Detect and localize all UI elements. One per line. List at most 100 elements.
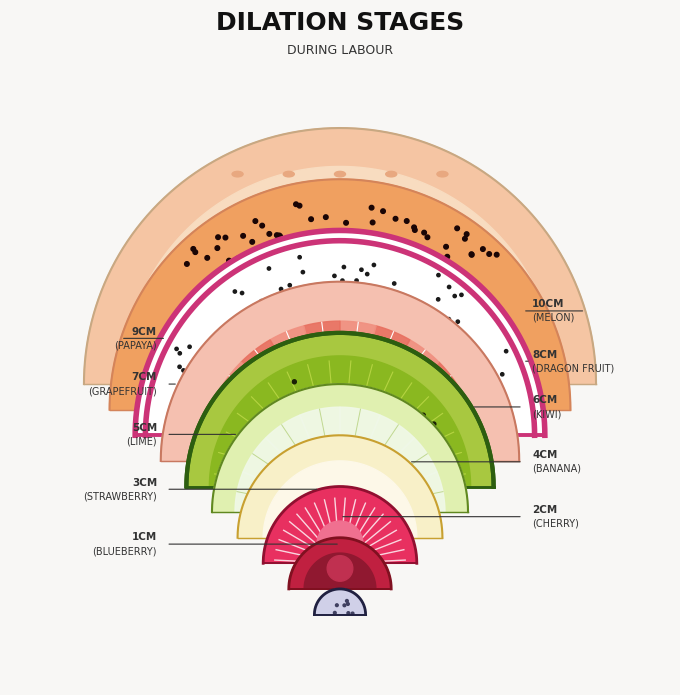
Circle shape [317,521,363,567]
Circle shape [358,326,362,329]
Circle shape [405,219,409,223]
Circle shape [413,228,417,232]
Polygon shape [340,415,414,512]
Polygon shape [186,333,494,486]
Polygon shape [270,326,340,461]
Circle shape [327,555,353,581]
Circle shape [361,322,364,325]
Circle shape [466,374,469,377]
Circle shape [469,252,474,256]
Circle shape [286,414,290,418]
Circle shape [294,306,298,309]
Text: 9CM: 9CM [132,327,157,336]
Circle shape [473,363,476,367]
Circle shape [306,404,310,409]
Circle shape [369,425,371,428]
Circle shape [362,332,365,336]
Circle shape [446,357,449,360]
Circle shape [271,244,275,248]
Polygon shape [241,340,340,461]
Circle shape [364,284,367,287]
Circle shape [359,409,362,412]
Circle shape [374,259,378,264]
Circle shape [188,345,191,348]
Circle shape [422,230,426,235]
Circle shape [481,373,484,375]
Circle shape [302,250,307,255]
Text: 3CM: 3CM [132,477,157,488]
Circle shape [437,273,440,277]
Circle shape [397,474,401,478]
Circle shape [280,426,284,430]
Circle shape [215,246,220,250]
Polygon shape [289,538,391,589]
Circle shape [423,470,427,474]
Circle shape [277,401,281,404]
Circle shape [341,279,344,282]
Circle shape [251,331,254,334]
Circle shape [173,423,176,426]
Circle shape [226,259,231,263]
Circle shape [301,270,305,274]
Circle shape [379,428,382,431]
Circle shape [235,256,239,261]
Circle shape [375,336,378,339]
Circle shape [333,612,336,614]
Circle shape [241,234,245,238]
Circle shape [223,236,228,240]
Polygon shape [84,128,596,384]
Circle shape [365,436,369,439]
Polygon shape [135,231,545,435]
Circle shape [396,458,400,462]
Polygon shape [340,438,437,512]
Circle shape [299,400,302,404]
Polygon shape [340,391,475,461]
Text: (MELON): (MELON) [532,313,575,323]
Circle shape [421,414,425,417]
Circle shape [470,354,473,357]
Circle shape [283,265,288,269]
Circle shape [406,412,409,416]
Circle shape [243,361,246,364]
Circle shape [338,390,341,393]
Circle shape [487,252,492,256]
Text: 10CM: 10CM [532,300,564,309]
Polygon shape [122,166,558,384]
Circle shape [415,377,419,381]
Polygon shape [266,415,340,512]
Circle shape [341,396,345,400]
Circle shape [445,254,449,259]
Circle shape [316,249,320,254]
Circle shape [345,600,348,603]
Circle shape [456,320,460,323]
Circle shape [392,282,396,285]
Circle shape [270,258,275,263]
Circle shape [225,429,228,432]
Text: 4CM: 4CM [532,450,558,460]
Circle shape [269,267,273,271]
Circle shape [241,434,245,438]
Polygon shape [340,425,480,461]
Circle shape [269,336,272,339]
Circle shape [374,286,377,289]
Circle shape [385,292,388,295]
Circle shape [278,234,282,238]
Circle shape [296,352,299,355]
Text: (GRAPEFRUIT): (GRAPEFRUIT) [88,386,157,396]
Circle shape [425,264,430,268]
Circle shape [275,263,279,267]
Circle shape [437,297,440,301]
Text: (CHERRY): (CHERRY) [532,518,579,529]
Circle shape [286,327,290,330]
Circle shape [250,240,254,244]
Circle shape [381,209,386,213]
Polygon shape [340,472,445,512]
Circle shape [430,452,434,457]
Circle shape [277,247,282,251]
Circle shape [184,262,189,266]
Circle shape [494,252,499,257]
Circle shape [368,300,371,303]
Polygon shape [212,384,468,512]
Circle shape [182,369,185,372]
Circle shape [397,238,402,243]
